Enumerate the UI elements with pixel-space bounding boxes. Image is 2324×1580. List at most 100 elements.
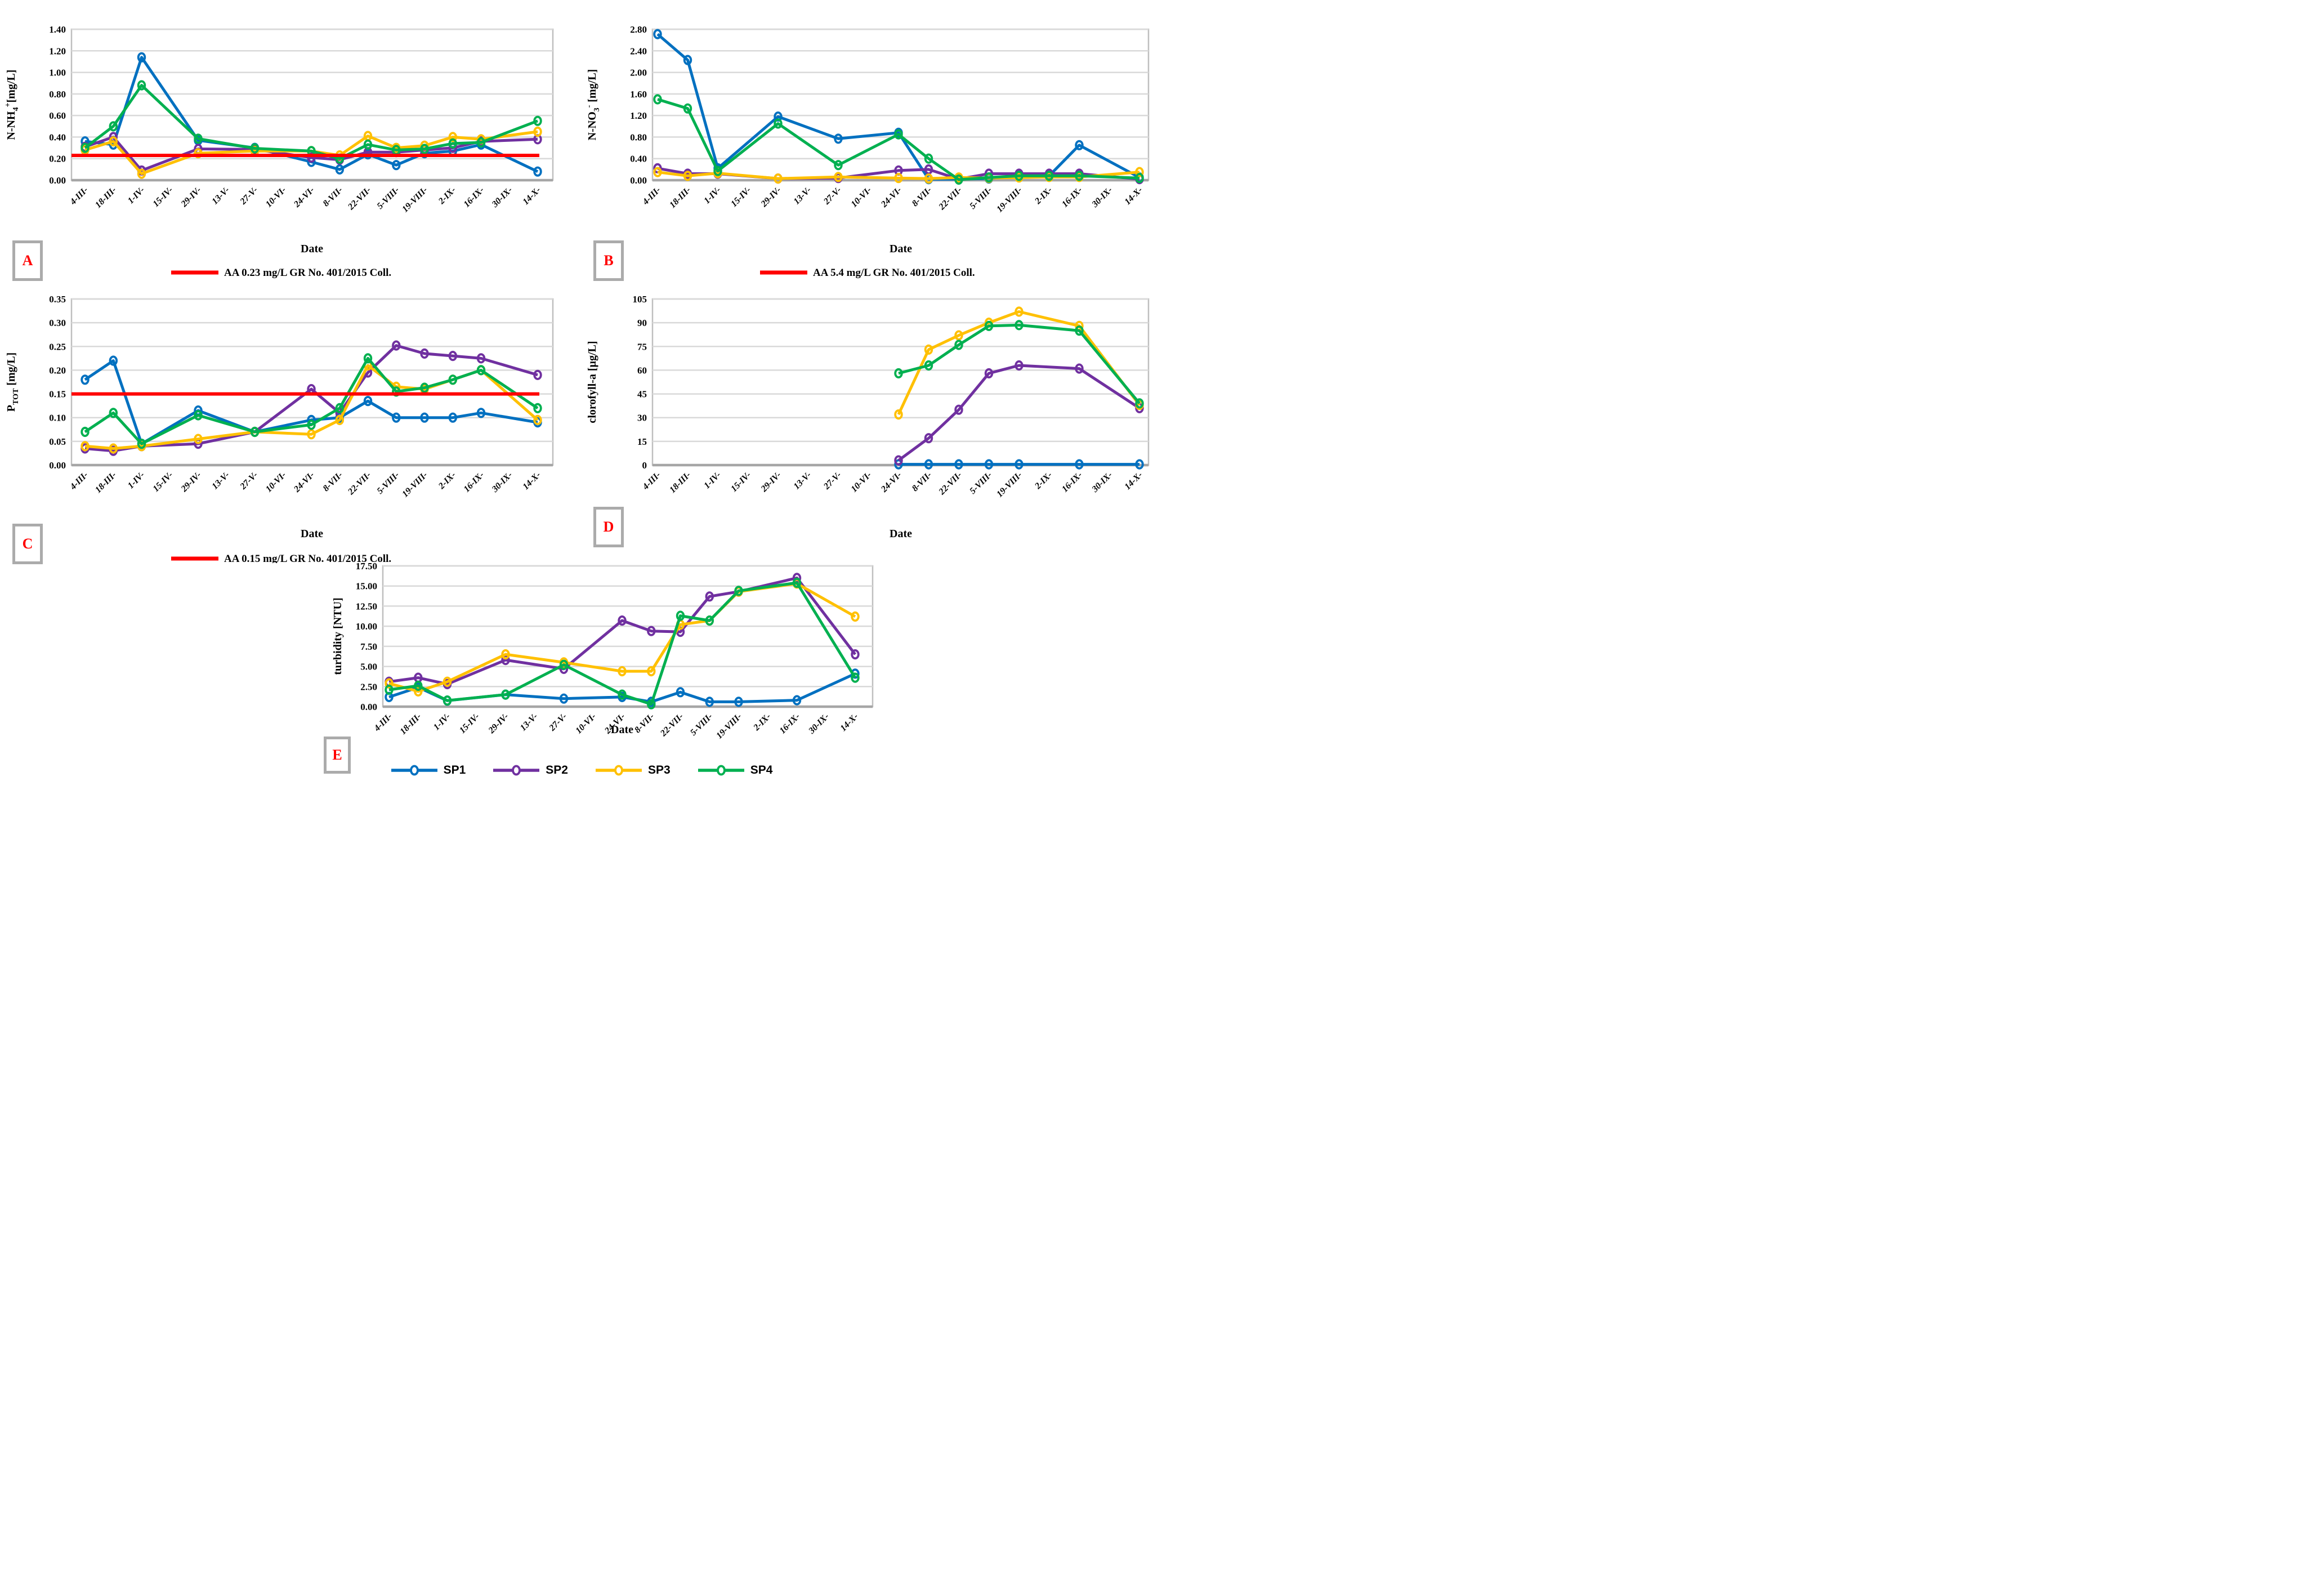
data-point-marker (683, 171, 692, 181)
data-point-marker (81, 374, 90, 385)
data-point-marker (676, 610, 685, 621)
legend-swatch (391, 765, 437, 776)
data-point-marker (448, 132, 458, 142)
data-point-marker (363, 353, 373, 364)
data-point-marker (392, 412, 401, 423)
legend-swatch (493, 765, 540, 776)
x-tick-label: 13-V- (519, 712, 540, 733)
x-tick-label: 4-III- (641, 185, 663, 207)
x-tick-label: 29-IV- (759, 185, 783, 209)
x-tick-label: 15-IV- (729, 470, 753, 494)
data-point-marker (1014, 459, 1024, 470)
data-point-marker (924, 433, 933, 444)
x-tick-label: 4-III- (68, 185, 90, 207)
data-point-marker (834, 160, 843, 171)
x-tick-label: 14-X- (838, 712, 860, 733)
panel-letter: E (332, 747, 342, 763)
x-tick-label: 29-IV- (179, 470, 203, 494)
data-point-marker (734, 586, 743, 596)
aa-legend-label: AA 5.4 mg/L GR No. 401/2015 Coll. (813, 267, 975, 279)
data-point-marker (954, 340, 963, 350)
x-tick-label: 14-X- (521, 470, 542, 492)
data-point-marker (385, 684, 394, 695)
data-point-marker (618, 666, 627, 677)
y-tick-label: 10.00 (356, 621, 377, 632)
x-tick-label: 5-VIII- (968, 470, 994, 496)
data-point-marker (1135, 398, 1144, 409)
data-point-marker (533, 115, 542, 126)
x-tick-label: 19-VIII- (995, 185, 1024, 215)
panel-letter: D (603, 519, 614, 535)
x-tick-label: 16-IX- (778, 712, 802, 736)
plot-area: 0.00 2.50 5.00 7.50 10.00 12.50 15.00 17.50 (356, 561, 874, 712)
data-point-marker (1014, 306, 1024, 317)
data-point-marker (834, 172, 843, 182)
y-tick-label: 0.40 (630, 154, 647, 164)
x-tick-label: 1-IV- (126, 470, 147, 491)
data-point-marker (851, 672, 860, 683)
legend-swatch (596, 765, 642, 776)
x-tick-label: 10-VI- (574, 712, 598, 736)
x-tick-label: 13-V- (792, 470, 814, 492)
x-tick-label: 16-IX- (1060, 185, 1084, 209)
x-tick-label: 2-IX- (436, 470, 458, 492)
data-point-marker (1044, 171, 1054, 181)
data-point-marker (307, 419, 316, 430)
series-line (84, 84, 538, 160)
panel-letter: A (22, 252, 33, 269)
data-point-marker (250, 143, 260, 154)
y-axis-title: clorofyll-a [µg/L] (586, 341, 598, 423)
x-tick-label: 27-V- (547, 712, 569, 734)
data-point-marker (1014, 360, 1024, 371)
x-tick-label: 16-IX- (462, 185, 486, 209)
data-point-marker (705, 697, 714, 707)
x-tick-label: 27-V- (238, 470, 260, 492)
data-point-marker (194, 410, 203, 421)
multi-panel-figure: 0.00 0.20 0.40 0.60 0.80 1.00 1.20 1.40 4-III- 18… (0, 0, 1162, 790)
data-point-marker (194, 434, 203, 444)
data-point-marker (894, 455, 903, 466)
chart-panel-c-ptot: 0.00 0.05 0.10 0.15 0.20 0.25 0.30 0.35 4-III- 18… (5, 294, 554, 563)
series-line (84, 356, 539, 445)
data-point-marker (1135, 459, 1144, 470)
y-tick-label: 0.00 (630, 175, 647, 186)
data-point-marker (81, 142, 90, 153)
x-tick-label: 19-VIII- (714, 712, 744, 741)
data-point-marker (713, 166, 722, 176)
x-axis-title: Date (611, 724, 633, 736)
data-point-marker (392, 160, 401, 171)
data-point-marker (194, 133, 203, 144)
y-tick-label: 15 (637, 436, 647, 447)
x-tick-label: 1-IV- (126, 185, 147, 206)
x-tick-label: 1-IV- (432, 712, 453, 733)
panel-label-d: D (593, 507, 624, 547)
data-point-marker (448, 351, 458, 361)
chart-panel-a-nh4: 0.00 0.20 0.40 0.60 0.80 1.00 1.20 1.40 4-III- 18… (4, 24, 554, 279)
y-tick-label: 45 (637, 389, 647, 400)
x-tick-label: 29-IV- (179, 185, 203, 209)
y-tick-label: 1.20 (630, 110, 647, 121)
x-tick-label: 1-IV- (702, 470, 723, 491)
aa-legend: AA 0.15 mg/L GR No. 401/2015 Coll. (171, 553, 391, 563)
data-point-marker (81, 441, 90, 452)
x-tick-label: 8-VII- (321, 185, 345, 209)
data-point-marker (559, 693, 569, 704)
data-point-marker (1075, 140, 1084, 150)
x-tick-label: 4-III- (372, 712, 394, 734)
x-tick-label: 15-IV- (151, 470, 175, 494)
series-line (898, 323, 1141, 404)
series-sp3 (385, 578, 860, 697)
x-axis-title: Date (890, 528, 912, 540)
x-tick-label: 29-IV- (759, 470, 783, 494)
data-point-marker (774, 173, 783, 184)
legend-item-sp3: SP3 (594, 764, 671, 777)
data-point-marker (137, 438, 146, 449)
x-tick-label: 24-VI- (292, 185, 316, 210)
data-point-marker (647, 666, 656, 677)
y-tick-label: 1.20 (49, 46, 66, 56)
series-sp4 (894, 320, 1144, 409)
data-point-marker (109, 443, 118, 454)
chart-panel-b-no3: 0.00 0.40 0.80 1.20 1.60 2.00 2.40 2.80 4-III- 18… (585, 24, 1150, 279)
data-point-marker (653, 94, 662, 105)
aa-legend-label: AA 0.15 mg/L GR No. 401/2015 Coll. (224, 553, 391, 563)
